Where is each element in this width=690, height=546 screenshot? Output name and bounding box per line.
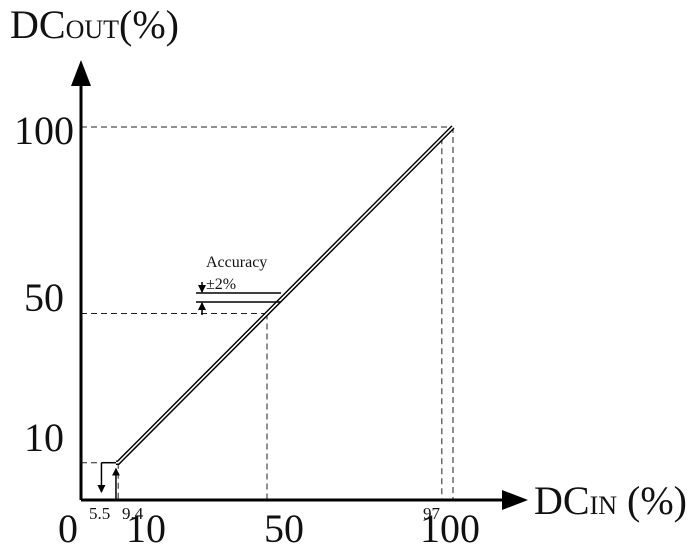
x-axis-label: DCIN (%) [534,478,687,523]
accuracy-title: Accuracy [206,254,267,271]
hysteresis-loop [101,463,116,500]
y-axis-arrow-icon [71,60,91,86]
accuracy-annotation: Accuracy ±2% [196,254,281,315]
x-tick-label-9-4: 9.4 [122,504,144,523]
x-tick-label-50: 50 [264,506,304,546]
y-tick-label-100: 100 [14,108,74,153]
x-tick-label-0: 0 [58,506,78,546]
y-tick-label-10: 10 [24,415,64,460]
series-group [116,127,453,463]
x-tick-label-97: 97 [423,504,441,523]
y-tick-label-50: 50 [24,275,64,320]
x-tick-label-5-5: 5.5 [89,504,110,523]
y-axis-label: DCOUT(%) [10,2,179,47]
x-axis-arrow-icon [502,490,528,510]
accuracy-value: ±2% [206,276,236,293]
